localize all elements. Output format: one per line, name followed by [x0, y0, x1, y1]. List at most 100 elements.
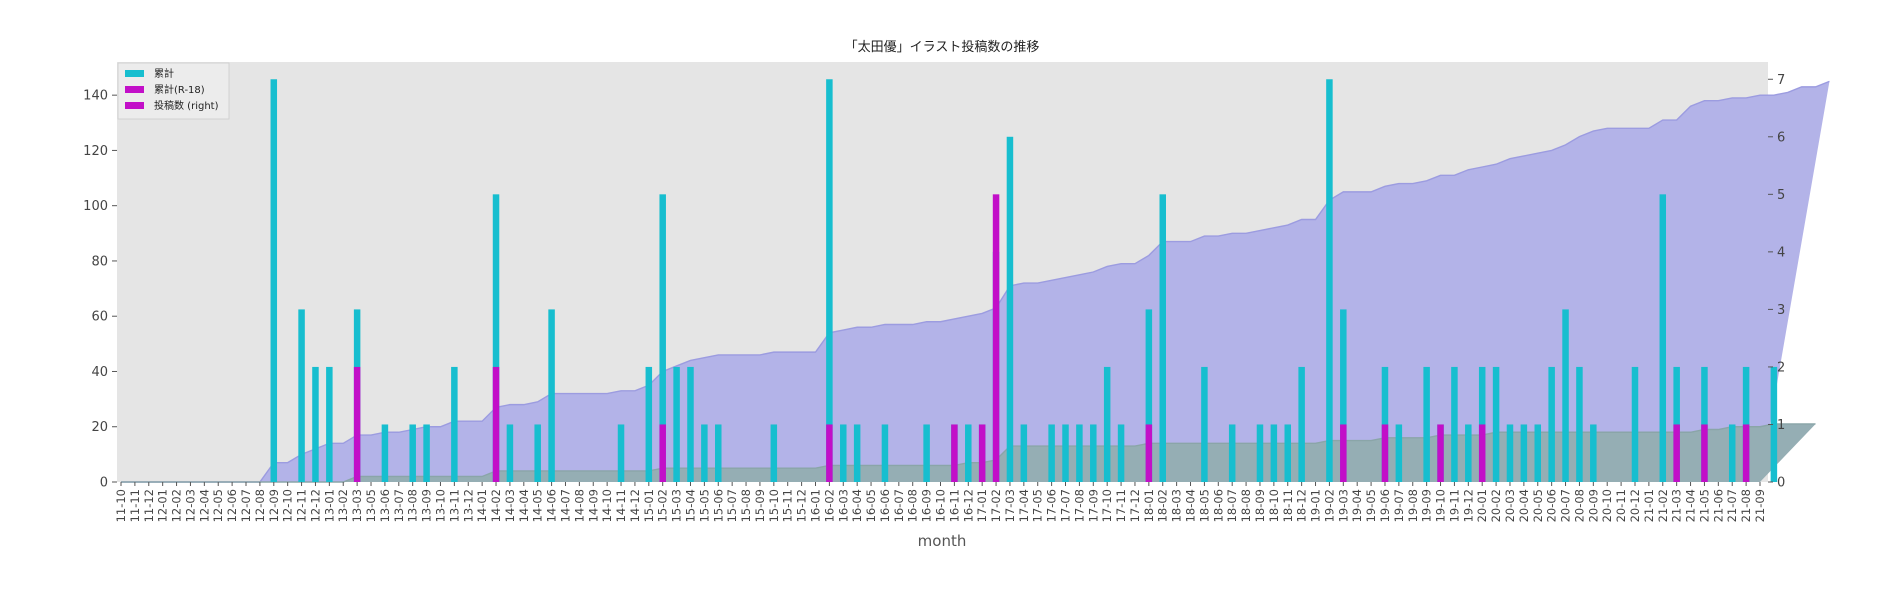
x-tick-label: 14-11 — [614, 489, 628, 522]
posts-bar — [659, 194, 666, 482]
x-tick-label: 12-12 — [308, 489, 322, 522]
x-tick-label: 20-10 — [1600, 489, 1614, 522]
x-tick-label: 15-09 — [753, 489, 767, 522]
posts-bar — [548, 309, 555, 482]
x-tick-label: 17-01 — [975, 489, 989, 522]
x-tick-label: 17-02 — [989, 489, 1003, 522]
x-tick-label: 13-05 — [364, 489, 378, 522]
posts-bar — [645, 366, 653, 482]
posts-bar — [1590, 424, 1597, 482]
x-tick-label: 13-11 — [447, 489, 461, 522]
x-tick-label: 18-08 — [1239, 489, 1253, 522]
x-tick-label: 12-10 — [281, 489, 295, 522]
x-tick-label: 16-04 — [850, 489, 864, 522]
posts-r18-bar — [951, 424, 958, 482]
x-tick-label: 16-12 — [961, 489, 975, 522]
posts-bar — [506, 424, 514, 482]
x-tick-label: 15-01 — [642, 489, 656, 522]
posts-bar — [1701, 366, 1708, 482]
x-tick-label: 13-06 — [378, 489, 392, 522]
posts-bar — [1631, 366, 1639, 482]
x-tick-label: 15-07 — [725, 489, 739, 522]
posts-r18-bar — [353, 366, 361, 482]
posts-bar — [1048, 424, 1055, 482]
x-tick-label: 20-12 — [1628, 489, 1642, 522]
x-tick-label: 21-07 — [1725, 489, 1739, 522]
posts-bar — [1159, 194, 1166, 482]
x-tick-label: 20-02 — [1489, 489, 1503, 522]
posts-bar — [270, 79, 278, 482]
posts-bar — [1381, 366, 1389, 482]
x-tick-label: 19-07 — [1392, 489, 1406, 522]
x-axis-label: month — [918, 532, 967, 550]
posts-bar — [1659, 194, 1667, 482]
x-tick-label: 13-02 — [336, 489, 350, 522]
y2-tick-label: 1 — [1777, 418, 1785, 433]
legend-label-cumulative: 累計 — [154, 67, 174, 80]
x-tick-label: 14-05 — [531, 489, 545, 522]
posts-bar — [1256, 424, 1264, 482]
posts-r18-bar — [1381, 424, 1389, 482]
x-tick-label: 19-01 — [1309, 489, 1323, 522]
posts-r18-bar — [826, 424, 833, 482]
x-tick-label: 17-10 — [1100, 489, 1114, 522]
legend-swatch-posts — [125, 102, 144, 109]
x-axis: 11-10 11-11 11-12 12-01 12-02 12-03 12-04 12-05… — [114, 482, 1767, 522]
x-tick-label: 20-09 — [1586, 489, 1600, 522]
posts-bar — [1492, 366, 1500, 482]
x-tick-label: 19-09 — [1420, 489, 1434, 522]
y2-tick-label: 3 — [1777, 303, 1785, 318]
posts-bar — [1478, 366, 1486, 482]
cumulative-line — [121, 80, 1830, 483]
x-tick-label: 14-02 — [489, 489, 503, 522]
posts-r18-bar — [1742, 424, 1750, 482]
x-tick-label: 20-07 — [1559, 489, 1573, 522]
x-tick-label: 12-11 — [295, 489, 309, 522]
x-tick-label: 15-08 — [739, 489, 753, 522]
posts-bar — [701, 424, 708, 482]
posts-bar — [1201, 366, 1208, 482]
x-tick-label: 14-09 — [586, 489, 600, 522]
posts-bar — [1270, 424, 1278, 482]
y-tick-label: 120 — [83, 144, 108, 159]
x-tick-label: 20-08 — [1572, 489, 1586, 522]
x-tick-label: 19-10 — [1434, 489, 1448, 522]
y-tick-label: 60 — [91, 310, 108, 325]
x-tick-label: 13-08 — [406, 489, 420, 522]
x-tick-label: 16-07 — [892, 489, 906, 522]
x-tick-label: 16-09 — [920, 489, 934, 522]
x-tick-label: 14-10 — [600, 489, 614, 522]
posts-bar — [534, 424, 541, 482]
y-axis-right: 0 1 2 3 4 5 6 7 — [1768, 73, 1785, 491]
x-tick-label: 19-05 — [1364, 489, 1378, 522]
x-tick-label: 18-10 — [1267, 489, 1281, 522]
x-tick-label: 21-08 — [1739, 489, 1753, 522]
posts-bar — [617, 424, 625, 482]
x-tick-label: 15-12 — [795, 489, 809, 522]
posts-bar — [1728, 424, 1736, 482]
x-tick-label: 15-02 — [656, 489, 670, 522]
x-tick-label: 19-11 — [1447, 489, 1461, 522]
x-tick-label: 16-06 — [878, 489, 892, 522]
y-axis-left: 0 20 40 60 80 100 120 140 — [83, 89, 117, 491]
x-tick-label: 20-11 — [1614, 489, 1628, 522]
y-tick-label: 80 — [91, 254, 108, 269]
y-tick-label: 0 — [100, 476, 108, 491]
y-tick-label: 40 — [91, 365, 108, 380]
x-tick-label: 20-06 — [1545, 489, 1559, 522]
posts-r18-bar — [1478, 424, 1486, 482]
y2-tick-label: 6 — [1777, 130, 1785, 145]
y2-tick-label: 7 — [1777, 73, 1785, 88]
posts-bar — [1534, 424, 1542, 482]
y-tick-label: 20 — [91, 420, 108, 435]
x-tick-label: 11-12 — [142, 489, 156, 522]
x-tick-label: 21-01 — [1642, 489, 1656, 522]
posts-bar — [770, 424, 778, 482]
y2-tick-label: 5 — [1777, 188, 1785, 203]
x-tick-label: 21-02 — [1656, 489, 1670, 522]
x-tick-label: 18-12 — [1295, 489, 1309, 522]
x-tick-label: 13-10 — [433, 489, 447, 522]
posts-bar — [1576, 366, 1583, 482]
x-tick-label: 13-09 — [420, 489, 434, 522]
